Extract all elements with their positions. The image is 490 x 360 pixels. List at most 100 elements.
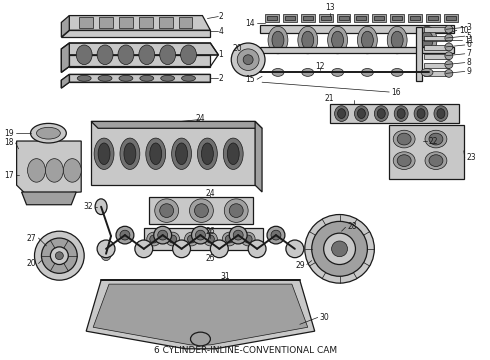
- Text: 13: 13: [325, 3, 335, 12]
- Ellipse shape: [357, 109, 366, 118]
- Ellipse shape: [227, 143, 239, 165]
- Text: 22: 22: [429, 136, 439, 145]
- Text: 3: 3: [467, 23, 472, 32]
- Text: 1: 1: [219, 50, 223, 59]
- Polygon shape: [69, 43, 219, 55]
- Ellipse shape: [55, 252, 63, 260]
- Bar: [424, 27, 449, 32]
- Bar: [424, 45, 449, 50]
- Polygon shape: [61, 30, 210, 37]
- Ellipse shape: [387, 26, 407, 54]
- Ellipse shape: [434, 106, 448, 121]
- Ellipse shape: [248, 240, 266, 258]
- Bar: [390, 14, 404, 22]
- Ellipse shape: [147, 232, 161, 246]
- Ellipse shape: [116, 226, 134, 244]
- Ellipse shape: [338, 109, 345, 118]
- Bar: [426, 14, 440, 22]
- Ellipse shape: [222, 232, 236, 246]
- Ellipse shape: [160, 204, 173, 217]
- Ellipse shape: [414, 106, 428, 121]
- Ellipse shape: [225, 235, 233, 243]
- Bar: [424, 36, 449, 41]
- Ellipse shape: [268, 26, 288, 54]
- Ellipse shape: [397, 109, 405, 118]
- Ellipse shape: [76, 45, 92, 64]
- Bar: [428, 15, 438, 21]
- Ellipse shape: [155, 199, 178, 222]
- Ellipse shape: [437, 109, 445, 118]
- Ellipse shape: [229, 204, 243, 217]
- Ellipse shape: [188, 235, 196, 243]
- Ellipse shape: [394, 106, 408, 121]
- Ellipse shape: [332, 31, 343, 49]
- Ellipse shape: [42, 238, 77, 273]
- Text: 12: 12: [315, 62, 324, 71]
- Text: 9: 9: [467, 67, 472, 76]
- Ellipse shape: [393, 152, 415, 170]
- Bar: [372, 14, 386, 22]
- Ellipse shape: [169, 235, 176, 243]
- Ellipse shape: [185, 232, 198, 246]
- Ellipse shape: [397, 133, 411, 145]
- Text: 8: 8: [467, 58, 471, 67]
- Bar: [354, 14, 368, 22]
- Ellipse shape: [391, 31, 403, 49]
- Bar: [99, 17, 113, 28]
- Polygon shape: [17, 141, 81, 195]
- Ellipse shape: [30, 123, 66, 143]
- Ellipse shape: [139, 45, 155, 64]
- Ellipse shape: [161, 75, 174, 81]
- Ellipse shape: [399, 133, 423, 149]
- Ellipse shape: [175, 143, 188, 165]
- Ellipse shape: [298, 26, 318, 54]
- Ellipse shape: [77, 75, 91, 81]
- Text: 20: 20: [233, 44, 242, 53]
- Ellipse shape: [445, 34, 453, 42]
- Ellipse shape: [63, 159, 81, 182]
- Text: 27: 27: [27, 234, 36, 243]
- Ellipse shape: [237, 49, 259, 71]
- Ellipse shape: [158, 230, 168, 240]
- Ellipse shape: [95, 199, 107, 215]
- Text: 15: 15: [245, 75, 255, 84]
- Bar: [410, 15, 420, 21]
- Text: 29: 29: [295, 261, 305, 270]
- Ellipse shape: [140, 75, 154, 81]
- Text: 18: 18: [4, 139, 14, 148]
- Text: 2: 2: [219, 74, 223, 83]
- Ellipse shape: [374, 106, 388, 121]
- Ellipse shape: [118, 45, 134, 64]
- Polygon shape: [69, 15, 210, 30]
- Bar: [283, 14, 297, 22]
- Text: 24: 24: [196, 114, 205, 123]
- Ellipse shape: [46, 159, 63, 182]
- Bar: [424, 71, 449, 76]
- Bar: [178, 17, 193, 28]
- Ellipse shape: [101, 249, 111, 261]
- Text: 2: 2: [219, 12, 223, 21]
- Bar: [260, 25, 454, 33]
- Text: 11: 11: [464, 36, 473, 45]
- Ellipse shape: [201, 143, 213, 165]
- Ellipse shape: [286, 240, 304, 258]
- Ellipse shape: [231, 43, 265, 76]
- Ellipse shape: [362, 31, 373, 49]
- Ellipse shape: [302, 68, 314, 76]
- Bar: [416, 27, 422, 81]
- Ellipse shape: [119, 75, 133, 81]
- Ellipse shape: [203, 232, 218, 246]
- Ellipse shape: [206, 235, 214, 243]
- Ellipse shape: [421, 31, 433, 49]
- Text: 5: 5: [467, 32, 472, 41]
- Ellipse shape: [377, 109, 385, 118]
- Ellipse shape: [445, 69, 453, 77]
- Ellipse shape: [196, 230, 205, 240]
- Polygon shape: [86, 280, 315, 349]
- Ellipse shape: [34, 231, 84, 280]
- Text: 7: 7: [467, 49, 472, 58]
- Bar: [318, 14, 333, 22]
- Ellipse shape: [224, 199, 248, 222]
- Bar: [285, 15, 295, 21]
- Text: 6 CYLINDER-INLINE-CONVENTIONAL CAM: 6 CYLINDER-INLINE-CONVENTIONAL CAM: [153, 346, 337, 355]
